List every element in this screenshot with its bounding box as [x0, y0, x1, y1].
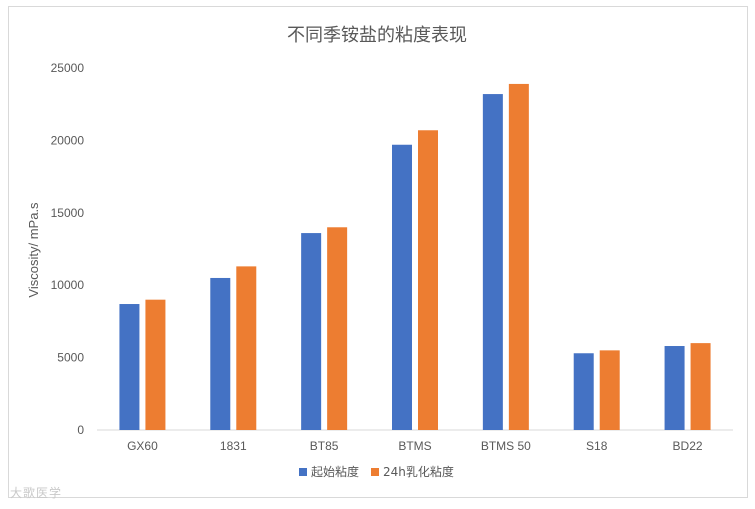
x-tick-label: BTMS 50 — [481, 439, 531, 453]
y-tick-label: 5000 — [57, 351, 84, 365]
legend-label: 24h乳化粘度 — [383, 464, 454, 479]
x-tick-label: BD22 — [673, 439, 703, 453]
bar-initial-2 — [301, 233, 322, 430]
chart-title: 不同季铵盐的粘度表现 — [287, 25, 467, 46]
y-tick-label: 20000 — [51, 133, 85, 147]
bar-initial-3 — [392, 144, 412, 430]
legend-swatch — [371, 468, 379, 476]
bar-24h-0 — [145, 299, 166, 430]
y-tick-label: 0 — [77, 423, 84, 437]
bar-24h-5 — [599, 350, 620, 430]
x-tick-label: 1831 — [220, 439, 247, 453]
bar-initial-0 — [119, 304, 140, 430]
legend: 起始粘度 24h乳化粘度 — [299, 464, 454, 479]
bar-24h-3 — [418, 130, 438, 430]
bars — [119, 83, 711, 431]
bar-initial-5 — [573, 353, 594, 430]
bar-initial-4 — [482, 94, 503, 431]
bar-24h-4 — [508, 83, 529, 430]
y-tick-label: 25000 — [51, 61, 85, 75]
watermark: 大歌医学 — [10, 486, 63, 500]
bar-initial-6 — [664, 346, 685, 430]
legend-swatch — [299, 468, 307, 476]
x-tick-label: BT85 — [310, 439, 339, 453]
y-tick-label: 10000 — [51, 278, 85, 292]
y-tick-label: 15000 — [51, 206, 85, 220]
bar-24h-6 — [690, 343, 711, 430]
y-axis-label: Viscosity/ mPa.s — [26, 202, 41, 298]
x-tick-label: S18 — [586, 439, 608, 453]
y-axis-ticks: 0 5000 10000 15000 20000 25000 — [51, 61, 85, 437]
bar-24h-1 — [236, 266, 257, 430]
x-tick-label: GX60 — [127, 439, 158, 453]
legend-label: 起始粘度 — [311, 464, 359, 479]
x-tick-label: BTMS — [398, 439, 431, 453]
bar-24h-2 — [327, 227, 348, 430]
bar-initial-1 — [210, 277, 231, 430]
x-axis-ticks: GX60 1831 BT85 BTMS BTMS 50 S18 BD22 — [127, 439, 703, 453]
